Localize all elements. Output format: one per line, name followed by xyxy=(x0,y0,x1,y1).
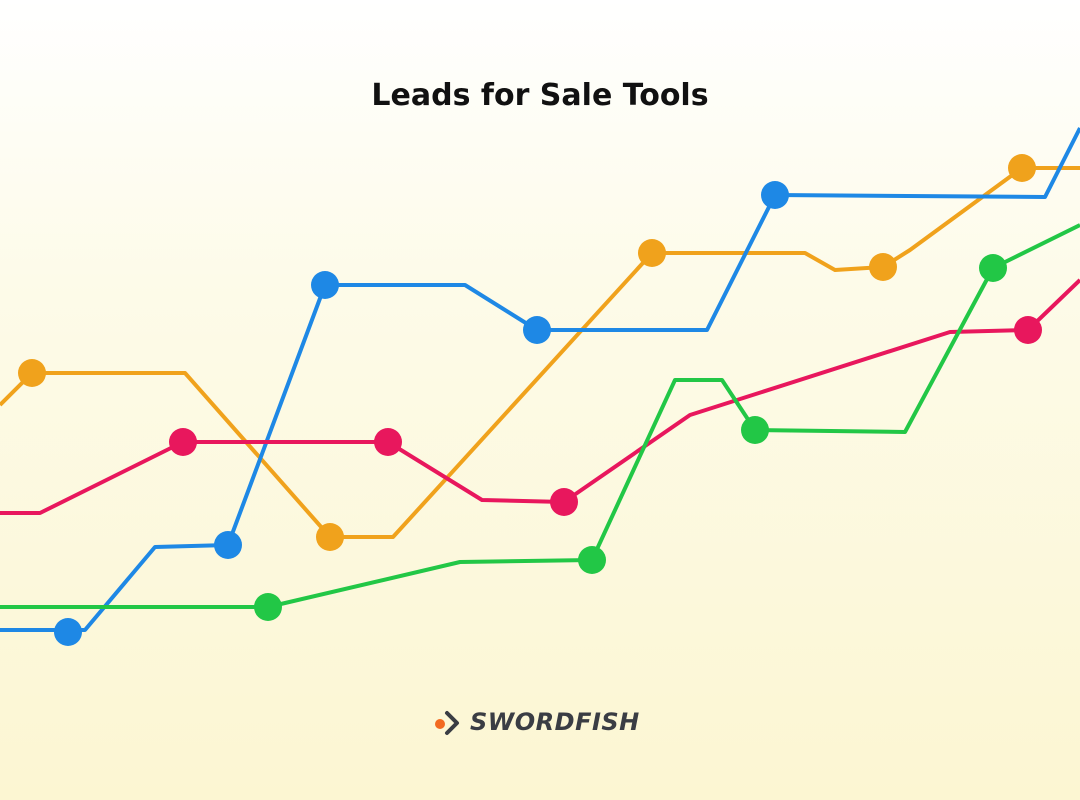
dot xyxy=(741,416,769,444)
dot xyxy=(214,531,242,559)
dot xyxy=(578,546,606,574)
line xyxy=(0,223,1080,609)
dot xyxy=(638,239,666,267)
dot xyxy=(1008,154,1036,182)
logo-text: SWORDFISH xyxy=(470,708,640,736)
dot xyxy=(550,488,578,516)
dot xyxy=(169,428,197,456)
line xyxy=(0,278,1080,515)
dot xyxy=(18,359,46,387)
green-line xyxy=(0,223,1080,621)
dot xyxy=(254,593,282,621)
logo-dot xyxy=(435,719,445,729)
red-line xyxy=(0,278,1080,516)
dot xyxy=(869,253,897,281)
title: Leads for Sale Tools xyxy=(371,78,709,113)
line xyxy=(0,127,1080,632)
dot xyxy=(761,181,789,209)
logo-icon xyxy=(435,711,459,735)
dot xyxy=(1014,316,1042,344)
dot xyxy=(979,254,1007,282)
orange-line xyxy=(0,154,1080,551)
logo-chevron xyxy=(445,711,459,735)
dot xyxy=(311,271,339,299)
dot xyxy=(374,428,402,456)
logo: SWORDFISH xyxy=(434,702,640,742)
line xyxy=(0,166,1080,539)
blue-line xyxy=(0,127,1080,646)
dot xyxy=(316,523,344,551)
dot xyxy=(54,618,82,646)
dot xyxy=(523,316,551,344)
